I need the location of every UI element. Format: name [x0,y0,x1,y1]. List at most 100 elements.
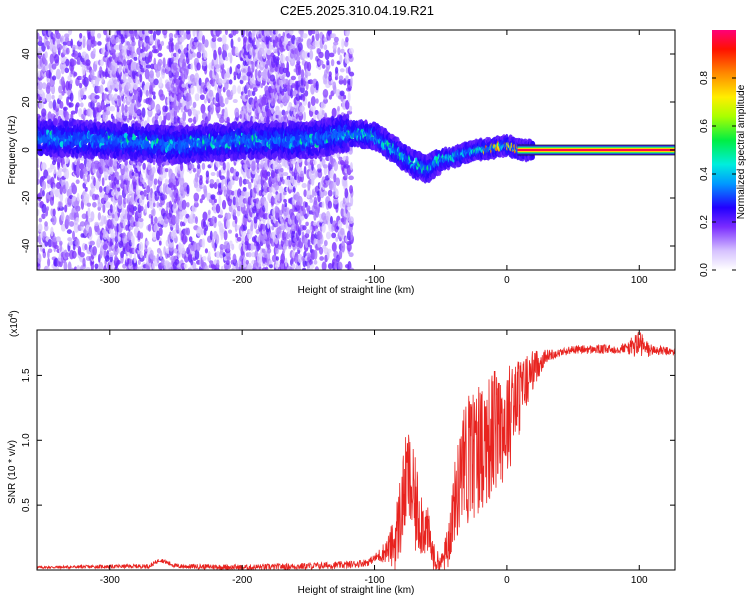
heatmap-cell [145,45,151,50]
heatmap-cell [41,213,46,220]
heatmap-cell [145,89,149,97]
heatmap-cell [60,223,66,232]
heatmap-cell [87,207,91,218]
heatmap-cell [116,163,120,170]
heatmap-cell [43,169,49,179]
heatmap-cell [322,88,329,98]
heatmap-cell [210,102,213,108]
heatmap-cell [139,89,143,98]
heatmap-cell [50,67,54,73]
heatmap-cell [124,209,128,216]
heatmap-cell [41,162,47,171]
heatmap-cell [51,214,57,226]
heatmap-cell [58,200,63,209]
heatmap-cell [116,248,120,254]
heatmap-cell [68,221,75,227]
heatmap-cell [60,35,65,44]
heatmap-cell [59,191,64,203]
heatmap-cell [192,30,196,38]
heatmap-cell [235,233,239,238]
heatmap-cell [68,267,75,270]
heatmap-cell [204,39,209,48]
heatmap-cell [337,105,340,112]
heatmap-cell [197,163,201,170]
heatmap-cell [86,202,92,207]
heatmap-cell [64,252,70,258]
heatmap-cell [84,186,88,192]
heatmap-cell [240,30,245,38]
heatmap-cell [281,90,285,96]
heatmap-cell [199,94,205,101]
heatmap-cell [114,171,119,177]
heatmap-cell [192,101,197,109]
heatmap-cell [333,36,339,43]
heatmap-cell [203,50,208,60]
heatmap-cell [118,95,122,107]
heatmap-cell [264,200,269,209]
heatmap-cell [196,62,201,71]
heatmap-cell [157,58,163,67]
heatmap-cell [341,240,345,246]
heatmap-cell [152,94,156,100]
heatmap-cell [147,116,150,125]
heatmap-cell [77,52,82,58]
heatmap-cell [122,36,126,43]
heatmap-cell [107,237,111,242]
heatmap-cell [147,162,152,171]
heatmap-cell [55,236,61,243]
heatmap-cell [97,206,102,211]
heatmap-cell [60,211,65,222]
heatmap-cell [55,32,61,40]
heatmap-cell [41,82,47,90]
heatmap-cell [340,48,345,54]
heatmap-cell [51,75,57,81]
heatmap-cell [72,230,75,241]
heatmap-cell [113,221,118,227]
heatmap-cell [150,214,154,226]
heatmap-cell [133,56,138,61]
heatmap-cell [268,260,273,265]
heatmap-cell [306,72,312,77]
heatmap-cell [68,30,73,36]
heatmap-cell [266,171,271,177]
heatmap-cell [207,250,211,259]
heatmap-cell [332,180,336,191]
heatmap-cell [136,102,142,108]
heatmap-cell [152,208,156,217]
heatmap-cell [338,75,344,81]
heatmap-cell [141,107,146,118]
heatmap-cell [123,59,127,67]
heatmap-cell [332,81,337,90]
heatmap-cell [82,174,86,182]
heatmap-cell [227,229,233,234]
heatmap-cell [340,228,345,236]
heatmap-cell [98,261,104,270]
heatmap-cell [283,198,287,203]
heatmap-cell [347,91,351,103]
heatmap-cell [137,230,141,241]
heatmap-cell [272,78,276,86]
heatmap-cell [45,92,52,103]
heatmap-cell [344,187,349,199]
heatmap-cell [75,102,80,108]
heatmap-cell [323,239,328,247]
heatmap-cell [158,174,164,182]
heatmap-cell [226,218,231,229]
heatmap-cell [128,258,133,267]
heatmap-cell [214,216,217,224]
heatmap-cell [310,95,316,107]
heatmap-cell [94,221,99,227]
heatmap-cell [42,189,45,197]
heatmap-cell [223,43,229,51]
heatmap-cell [203,185,207,194]
heatmap-cell [98,185,103,193]
heatmap-cell [76,192,80,202]
heatmap-cell [183,263,188,269]
heatmap-cell [127,220,131,228]
heatmap-cell [214,198,217,204]
heatmap-cell [159,250,163,259]
heatmap-cell [349,105,353,112]
heatmap-cell [216,259,220,266]
heatmap-cell [232,208,237,216]
